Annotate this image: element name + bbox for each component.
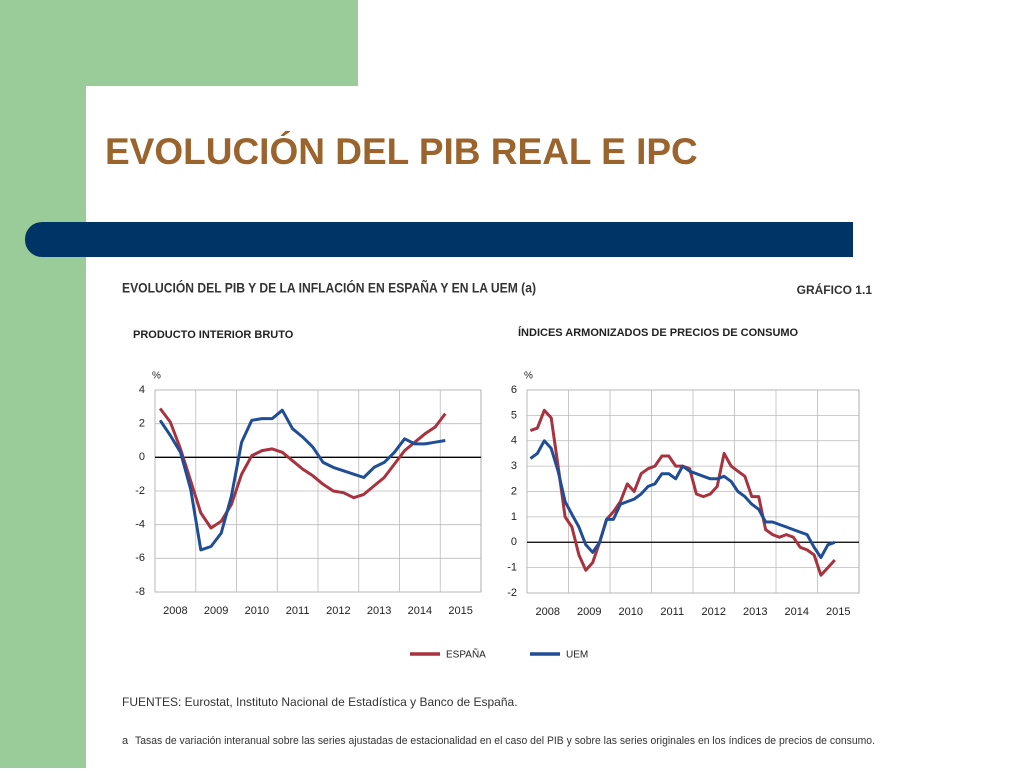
x-tick-label: 2010 [619,606,643,618]
y-tick-label: -2 [135,485,145,497]
y-tick-label: 0 [139,451,145,463]
y-unit: % [152,371,161,382]
x-tick-label: 2012 [326,605,350,617]
title-bar-body [60,222,853,257]
x-tick-label: 2011 [660,606,684,618]
x-tick-label: 2015 [826,606,850,618]
note: Tasas de variación interanual sobre las … [135,735,875,747]
y-tick-label: 6 [511,384,517,396]
figure-label: GRÁFICO 1.1 [797,282,873,297]
chart-title: PRODUCTO INTERIOR BRUTO [133,329,294,341]
y-tick-label: 2 [139,418,145,430]
x-tick-label: 2013 [367,605,391,617]
green-band [0,0,86,768]
x-tick-label: 2008 [536,606,560,618]
x-tick-label: 2008 [163,605,187,617]
y-tick-label: 5 [511,409,517,421]
series-line [158,408,446,552]
y-tick-label: -8 [135,586,145,598]
green-top [0,0,358,86]
x-tick-label: 2009 [577,606,601,618]
x-tick-label: 2015 [448,605,472,617]
series-line [529,439,836,559]
x-tick-label: 2014 [408,605,432,617]
slide-title: EVOLUCIÓN DEL PIB REAL E IPC [105,130,698,172]
y-tick-label: -6 [135,552,145,564]
x-tick-label: 2011 [286,605,310,617]
y-tick-label: 3 [511,460,517,472]
y-tick-label: -4 [135,519,145,531]
series-line [158,407,447,530]
y-tick-label: 4 [511,435,517,447]
chart-title: ÍNDICES ARMONIZADOS DE PRECIOS DE CONSUM… [518,326,799,339]
y-tick-label: 0 [511,536,517,548]
x-tick-label: 2010 [245,605,269,617]
note-marker: a [122,735,129,747]
legend-label: ESPAÑA [446,648,486,661]
y-tick-label: -2 [507,587,517,599]
y-tick-label: 1 [511,511,517,523]
y-unit: % [524,371,533,382]
sources: FUENTES: Eurostat, Instituto Nacional de… [122,695,518,709]
y-tick-label: 2 [511,485,517,497]
y-tick-label: -1 [507,562,517,574]
x-tick-label: 2009 [204,605,228,617]
y-tick-label: 4 [139,384,145,396]
x-tick-label: 2012 [702,606,726,618]
figure-title: EVOLUCIÓN DEL PIB Y DE LA INFLACIÓN EN E… [122,279,536,296]
x-tick-label: 2013 [743,606,767,618]
legend-label: UEM [566,650,588,661]
x-tick-label: 2014 [785,606,809,618]
